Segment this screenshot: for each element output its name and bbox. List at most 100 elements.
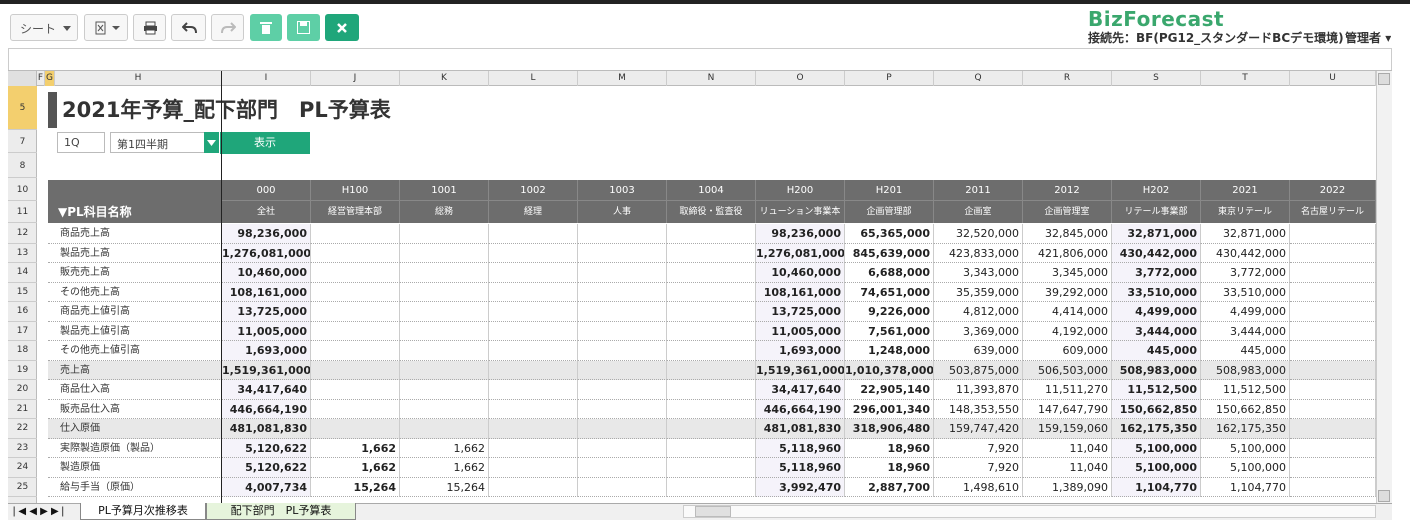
column-code: 1003: [578, 180, 667, 201]
data-cell: [667, 477, 756, 497]
data-cell: 446,664,190: [222, 399, 311, 419]
column-header-bar: [8, 71, 1376, 86]
tab-nav[interactable]: ❘◀ ◀ ▶ ▶❘: [10, 506, 68, 517]
print-button[interactable]: [133, 14, 166, 41]
column-code: 1004: [667, 180, 756, 201]
data-cell: 148,353,550: [934, 399, 1023, 419]
department-name: 経営管理本部: [311, 201, 400, 223]
data-cell: 430,442,000: [1112, 243, 1201, 263]
row-number: 11: [8, 201, 37, 223]
data-cell: 4,812,000: [934, 302, 1023, 322]
data-cell: [667, 360, 756, 380]
data-cell: 34,417,640: [756, 380, 845, 400]
data-cell: [489, 263, 578, 283]
column-letter: U: [1290, 71, 1376, 86]
scroll-up[interactable]: [1378, 73, 1390, 85]
data-cell: [667, 458, 756, 478]
data-cell: 162,175,350: [1112, 419, 1201, 439]
data-cell: [1290, 341, 1376, 361]
data-cell: 1,104,770: [1112, 477, 1201, 497]
row-header-bar: [8, 86, 37, 504]
delete-button[interactable]: [250, 14, 282, 41]
data-cell: [311, 302, 400, 322]
column-letter: S: [1112, 71, 1201, 86]
save-button[interactable]: [287, 14, 320, 41]
data-cell: [400, 321, 489, 341]
data-cell: 3,772,000: [1112, 263, 1201, 283]
data-cell: 1,519,361,000: [222, 360, 311, 380]
excel-button[interactable]: [84, 14, 128, 41]
row-label: 商品売上高: [48, 224, 222, 244]
sheet-tab[interactable]: PL予算月次推移表: [80, 503, 206, 520]
row-number: 19: [8, 361, 37, 380]
vertical-scrollbar[interactable]: [1376, 71, 1392, 504]
data-cell: 1,693,000: [222, 341, 311, 361]
row-number: 14: [8, 263, 37, 283]
column-letter: Q: [934, 71, 1023, 86]
data-cell: [1290, 282, 1376, 302]
data-cell: [489, 419, 578, 439]
horizontal-scrollbar[interactable]: [683, 505, 1376, 518]
data-cell: [578, 263, 667, 283]
data-cell: 74,651,000: [845, 282, 934, 302]
period-code-input[interactable]: 1Q: [57, 132, 105, 153]
data-cell: 430,442,000: [1201, 243, 1290, 263]
department-name: 東京リテール: [1201, 201, 1290, 223]
undo-icon: [182, 22, 197, 34]
data-cell: 11,511,270: [1023, 380, 1112, 400]
data-cell: [311, 360, 400, 380]
data-cell: 7,920: [934, 458, 1023, 478]
sheet-tab-active[interactable]: 配下部門 PL予算表: [206, 503, 356, 520]
data-cell: [667, 243, 756, 263]
row-number: 5: [8, 86, 37, 130]
data-cell: 609,000: [1023, 341, 1112, 361]
data-cell: [1290, 477, 1376, 497]
redo-button[interactable]: [211, 14, 244, 41]
row-label: 製品売上値引高: [48, 322, 222, 341]
sheet-menu-button[interactable]: シート: [10, 14, 78, 41]
print-icon: [144, 21, 157, 35]
department-name: 総務: [400, 201, 489, 223]
data-cell: [400, 380, 489, 400]
department-name: 取締役・監査役: [667, 201, 756, 223]
show-button[interactable]: 表示: [220, 132, 310, 154]
horizontal-thumb[interactable]: [695, 506, 731, 517]
data-cell: 508,983,000: [1112, 360, 1201, 380]
department-name: 企画管理室: [1023, 201, 1112, 223]
row-number: 25: [8, 478, 37, 497]
header-label: ▼PL科目名称: [58, 205, 132, 219]
data-cell: 445,000: [1201, 341, 1290, 361]
period-select[interactable]: 第1四半期: [110, 132, 219, 153]
data-cell: 4,499,000: [1201, 302, 1290, 322]
row-number: 12: [8, 224, 37, 244]
row-number: 24: [8, 458, 37, 478]
close-button[interactable]: [325, 14, 359, 41]
data-cell: [311, 243, 400, 263]
column-letter: P: [845, 71, 934, 86]
data-cell: 1,519,361,000: [756, 360, 845, 380]
data-cell: [311, 380, 400, 400]
row-number: 23: [8, 439, 37, 458]
undo-button[interactable]: [171, 14, 206, 41]
data-cell: [489, 399, 578, 419]
data-cell: [1290, 458, 1376, 478]
data-cell: 1,662: [400, 438, 489, 458]
data-cell: [489, 243, 578, 263]
data-cell: 32,845,000: [1023, 224, 1112, 244]
row-number: 17: [8, 322, 37, 341]
data-cell: [578, 321, 667, 341]
data-cell: 32,520,000: [934, 224, 1023, 244]
scroll-down[interactable]: [1378, 490, 1390, 502]
row-label: 売上高: [48, 360, 222, 380]
data-cell: 445,000: [1112, 341, 1201, 361]
data-cell: 481,081,830: [222, 419, 311, 439]
data-cell: 15,264: [311, 477, 400, 497]
data-cell: 4,192,000: [1023, 321, 1112, 341]
data-cell: 39,292,000: [1023, 282, 1112, 302]
data-cell: 4,499,000: [1112, 302, 1201, 322]
user-menu[interactable]: 管理者 ▾: [1345, 31, 1392, 45]
data-cell: [1290, 224, 1376, 244]
data-cell: [400, 302, 489, 322]
data-cell: [1290, 243, 1376, 263]
data-cell: 98,236,000: [222, 224, 311, 244]
